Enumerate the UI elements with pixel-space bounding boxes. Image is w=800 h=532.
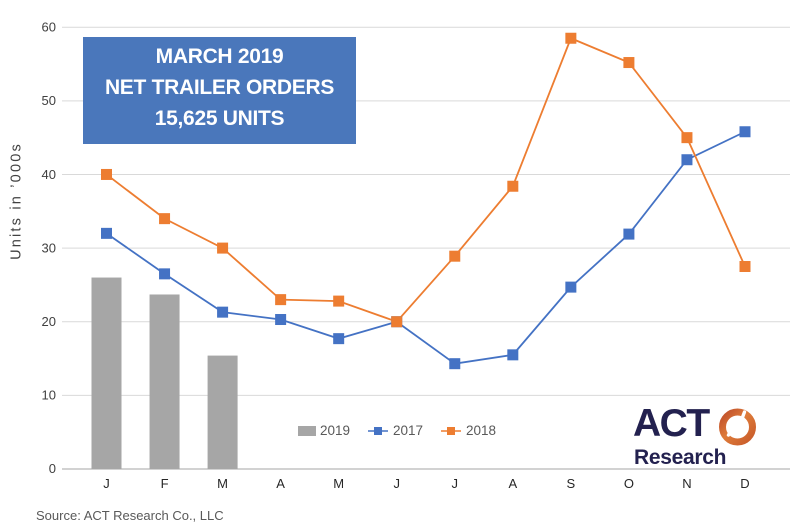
svg-text:M: M [217, 476, 228, 491]
svg-text:50: 50 [42, 93, 56, 108]
svg-text:60: 60 [42, 20, 56, 35]
svg-text:0: 0 [49, 461, 56, 476]
svg-text:20: 20 [42, 314, 56, 329]
svg-text:MARCH 2019: MARCH 2019 [156, 45, 284, 68]
svg-text:O: O [624, 476, 634, 491]
svg-text:30: 30 [42, 241, 56, 256]
svg-text:NET TRAILER ORDERS: NET TRAILER ORDERS [105, 76, 334, 99]
svg-text:40: 40 [42, 167, 56, 182]
svg-text:2019: 2019 [320, 423, 350, 438]
svg-text:F: F [161, 476, 169, 491]
svg-text:15,625 UNITS: 15,625 UNITS [155, 107, 285, 130]
svg-text:J: J [452, 476, 459, 491]
svg-text:A: A [508, 476, 517, 491]
svg-text:N: N [682, 476, 691, 491]
svg-text:S: S [567, 476, 576, 491]
svg-text:2017: 2017 [393, 423, 423, 438]
svg-text:M: M [333, 476, 344, 491]
svg-text:D: D [740, 476, 749, 491]
svg-text:Research: Research [634, 446, 726, 469]
svg-text:A: A [276, 476, 285, 491]
svg-text:10: 10 [42, 388, 56, 403]
svg-text:2018: 2018 [466, 423, 496, 438]
svg-text:J: J [103, 476, 110, 491]
svg-text:ACT: ACT [633, 402, 710, 445]
svg-text:J: J [393, 476, 400, 491]
